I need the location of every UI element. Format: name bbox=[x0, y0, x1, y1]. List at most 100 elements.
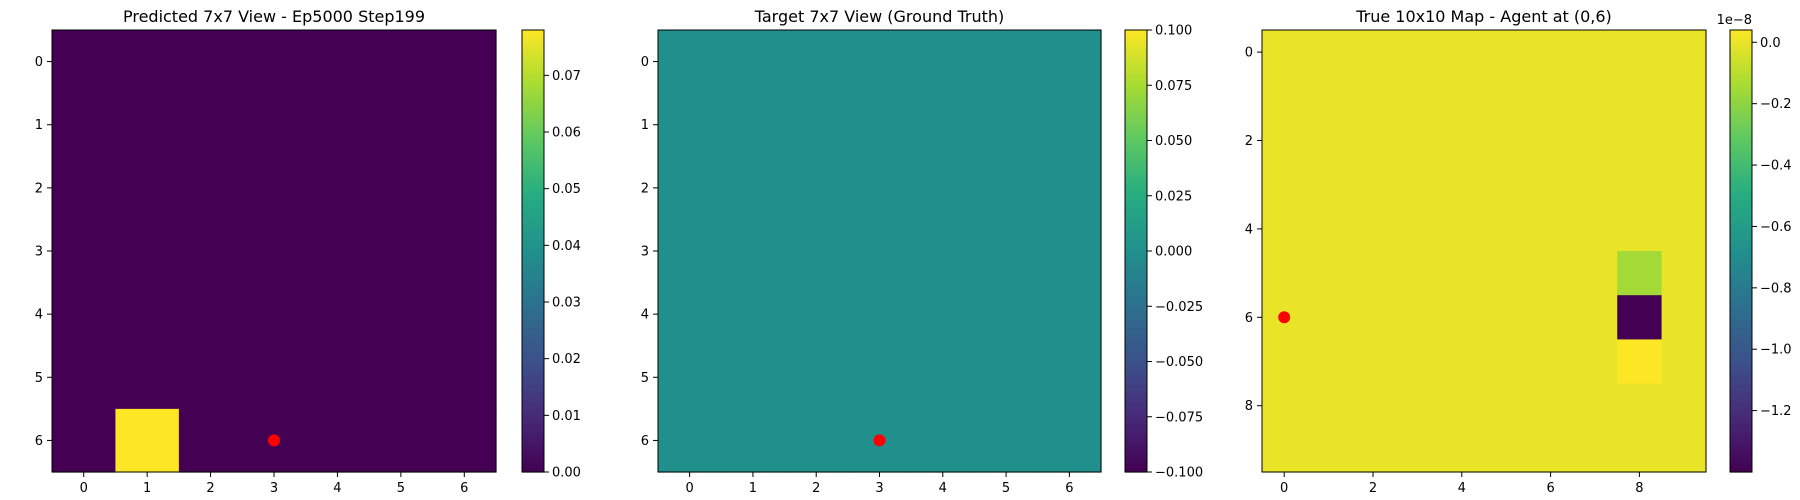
colorbar-band bbox=[522, 70, 544, 75]
heatmap-cell bbox=[1572, 251, 1618, 296]
colorbar-band bbox=[1730, 144, 1752, 149]
colorbar-band bbox=[522, 269, 544, 274]
heatmap-cell bbox=[178, 282, 243, 347]
colorbar-band bbox=[1730, 221, 1752, 226]
colorbar-band bbox=[522, 225, 544, 230]
heatmap-cell bbox=[1661, 383, 1707, 429]
colorbar-band bbox=[1730, 449, 1752, 455]
colorbar-band bbox=[522, 361, 544, 366]
colorbar-band bbox=[522, 346, 544, 352]
colorbar-band bbox=[1730, 262, 1752, 267]
colorbar-band bbox=[1125, 405, 1147, 410]
colorbar-band bbox=[522, 265, 544, 271]
x-tick-label: 4 bbox=[333, 481, 341, 496]
heatmap-cell bbox=[658, 219, 722, 284]
heatmap-cell bbox=[1661, 339, 1707, 385]
y-tick-label: 8 bbox=[1245, 399, 1253, 414]
colorbar-band bbox=[522, 287, 544, 293]
heatmap-cell bbox=[1306, 339, 1352, 385]
colorbar-band bbox=[1125, 111, 1147, 116]
colorbar-band bbox=[1125, 446, 1147, 451]
x-tick-label: 4 bbox=[1458, 481, 1466, 496]
colorbar-offset-label: 1e−8 bbox=[1717, 13, 1752, 28]
colorbar-band bbox=[1125, 409, 1147, 414]
heatmap-cell bbox=[1484, 206, 1529, 252]
colorbar-band bbox=[1730, 291, 1752, 296]
colorbar-band bbox=[522, 92, 544, 97]
heatmap-cell bbox=[1306, 251, 1352, 296]
colorbar-band bbox=[1730, 214, 1752, 219]
colorbar-band bbox=[522, 354, 544, 359]
heatmap-cell bbox=[1617, 339, 1663, 385]
heatmap-cell bbox=[242, 30, 307, 94]
colorbar-band bbox=[1730, 92, 1752, 97]
colorbar-band bbox=[522, 111, 544, 116]
colorbar-band bbox=[522, 214, 544, 219]
colorbar-band bbox=[1730, 398, 1752, 403]
colorbar-tick-label: 0.06 bbox=[552, 126, 581, 141]
heatmap-cell bbox=[1395, 74, 1441, 119]
heatmap-cell bbox=[911, 30, 976, 94]
heatmap-cell bbox=[1484, 74, 1529, 119]
heatmap-cell bbox=[1350, 162, 1396, 208]
heatmap-cell bbox=[1306, 30, 1352, 75]
heatmap-cell bbox=[974, 219, 1039, 284]
colorbar-band bbox=[522, 99, 544, 105]
heatmap-cell bbox=[242, 93, 307, 157]
heatmap-cell bbox=[1350, 427, 1396, 473]
heatmap-cell bbox=[721, 93, 786, 157]
colorbar-band bbox=[522, 420, 544, 425]
colorbar-band bbox=[522, 221, 544, 226]
heatmap-cell bbox=[178, 408, 243, 473]
colorbar-band bbox=[1125, 457, 1147, 462]
colorbar-band bbox=[1125, 435, 1147, 440]
colorbar-band bbox=[522, 59, 544, 64]
heatmap-cell bbox=[1395, 295, 1441, 340]
y-tick-label: 6 bbox=[641, 434, 649, 449]
colorbar-band bbox=[522, 457, 544, 462]
heatmap-cell bbox=[974, 93, 1039, 157]
colorbar-band bbox=[1125, 92, 1147, 97]
heatmap-cell bbox=[1395, 30, 1441, 75]
colorbar-band bbox=[522, 210, 544, 215]
heatmap-cell bbox=[1617, 206, 1663, 252]
y-tick-label: 6 bbox=[35, 434, 43, 449]
heatmap-cell bbox=[847, 93, 912, 157]
colorbar-band bbox=[1730, 177, 1752, 182]
heatmap-cell bbox=[432, 156, 497, 221]
colorbar-band bbox=[1730, 317, 1752, 322]
heatmap-cell bbox=[721, 219, 786, 284]
colorbar-band bbox=[1125, 140, 1147, 145]
colorbar-band bbox=[1730, 192, 1752, 197]
colorbar-band bbox=[1125, 269, 1147, 274]
colorbar-band bbox=[1730, 405, 1752, 410]
colorbar-band bbox=[522, 262, 544, 267]
heatmap-cell bbox=[1350, 339, 1396, 385]
colorbar-band bbox=[1730, 446, 1752, 451]
x-tick-label: 0 bbox=[1280, 481, 1288, 496]
colorbar-band bbox=[522, 284, 544, 289]
colorbar-band bbox=[1730, 155, 1752, 160]
colorbar-band bbox=[522, 136, 544, 142]
heatmap-cell bbox=[1037, 282, 1102, 347]
colorbar-band bbox=[1730, 169, 1752, 175]
colorbar-band bbox=[522, 302, 544, 307]
colorbar-band bbox=[1730, 368, 1752, 374]
colorbar-band bbox=[1125, 306, 1147, 311]
colorbar-band bbox=[1125, 394, 1147, 399]
colorbar-band bbox=[1730, 335, 1752, 340]
heatmap-cell bbox=[1395, 206, 1441, 252]
colorbar-band bbox=[522, 107, 544, 112]
colorbar-band bbox=[522, 114, 544, 119]
heatmap-cell bbox=[1528, 251, 1574, 296]
colorbar-band bbox=[1730, 41, 1752, 46]
colorbar-tick-label: −0.050 bbox=[1155, 355, 1203, 370]
heatmap-cell bbox=[1572, 162, 1618, 208]
colorbar-band bbox=[1125, 125, 1147, 131]
heatmap-cell bbox=[52, 282, 117, 347]
colorbar-tick-label: 0.0 bbox=[1760, 36, 1781, 51]
colorbar-tick-label: 0.025 bbox=[1155, 189, 1192, 204]
heatmap-cell bbox=[784, 93, 849, 157]
colorbar-band bbox=[1125, 284, 1147, 289]
colorbar-band bbox=[522, 306, 544, 311]
